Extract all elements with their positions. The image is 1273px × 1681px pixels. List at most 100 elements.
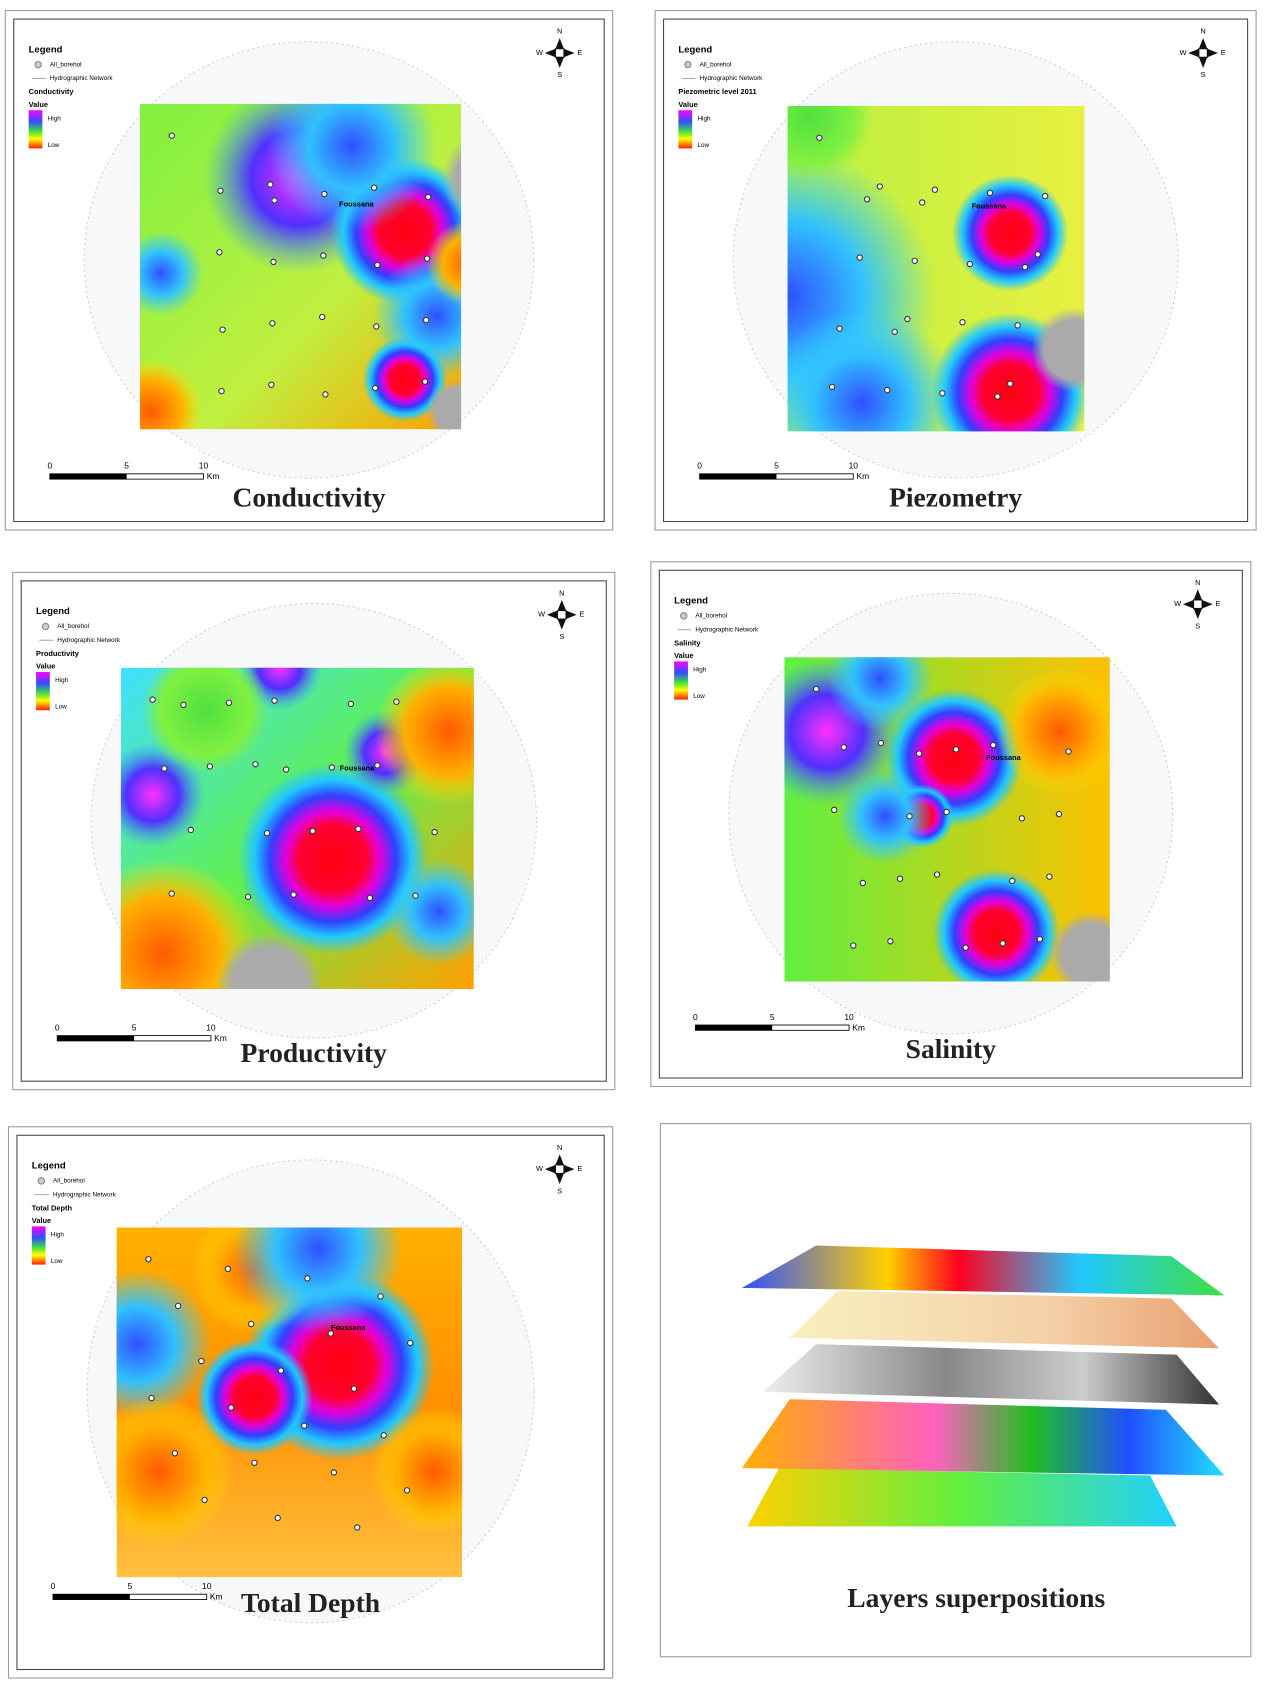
borehole [857, 255, 862, 260]
borehole [432, 829, 437, 834]
borehole [1056, 811, 1061, 816]
borehole [322, 191, 327, 196]
scale-label: 5 [774, 461, 779, 471]
compass-s: S [559, 632, 564, 641]
scale-bar-black [695, 1025, 772, 1030]
legend-ramp [36, 672, 50, 710]
borehole [860, 880, 865, 885]
borehole [253, 762, 258, 767]
compass-n: N [1200, 27, 1205, 36]
borehole [841, 745, 846, 750]
borehole [878, 740, 883, 745]
legend-item: All_borehol [53, 1178, 85, 1185]
legend-title: Legend [678, 44, 712, 55]
borehole [329, 765, 334, 770]
legend-value: Value [29, 100, 48, 109]
legend-item: All_borehol [57, 623, 89, 630]
compass-e: E [577, 1164, 582, 1173]
compass-s: S [557, 1186, 562, 1195]
scale-label: 10 [844, 1012, 854, 1022]
borehole [169, 133, 174, 138]
borehole [271, 259, 276, 264]
borehole [851, 943, 856, 948]
scale-label: 5 [127, 1581, 132, 1591]
borehole [162, 766, 167, 771]
page: LegendAll_boreholHydrographic NetworkCon… [0, 0, 1273, 1681]
borehole [1043, 193, 1048, 198]
scale-label: 0 [51, 1581, 56, 1591]
borehole [1066, 749, 1071, 754]
borehole [1047, 874, 1052, 879]
legend-borehole-symbol [42, 623, 48, 629]
scale-label: 5 [132, 1022, 137, 1032]
borehole [425, 256, 430, 261]
borehole [829, 384, 834, 389]
borehole [320, 314, 325, 319]
borehole [1015, 323, 1020, 328]
borehole [892, 329, 897, 334]
legend-ramp [32, 1226, 46, 1264]
borehole [408, 1340, 413, 1345]
scale-unit: Km [207, 471, 220, 481]
legend-value: Value [36, 662, 55, 671]
compass-w: W [536, 48, 543, 57]
legend-ramp [29, 110, 43, 148]
borehole [877, 184, 882, 189]
borehole [373, 385, 378, 390]
legend-item: Hydrographic Network [695, 626, 759, 633]
borehole [202, 1497, 207, 1502]
borehole [995, 394, 1000, 399]
legend-high: High [693, 667, 707, 674]
scale-label: 5 [124, 461, 129, 471]
borehole [1037, 937, 1042, 942]
borehole [275, 1515, 280, 1520]
borehole [225, 1266, 230, 1271]
borehole [323, 392, 328, 397]
compass-e: E [1221, 48, 1226, 57]
panel-title: Salinity [906, 1033, 997, 1064]
legend-item: All_borehol [695, 613, 727, 620]
legend-high: High [51, 1232, 65, 1239]
borehole [423, 317, 428, 322]
raster-blob [996, 668, 1123, 795]
legend-item: All_borehol [700, 61, 732, 68]
borehole [355, 1525, 360, 1530]
legend-value: Value [32, 1216, 51, 1225]
scale-label: 0 [693, 1012, 698, 1022]
borehole [270, 321, 275, 326]
compass-e: E [577, 48, 582, 57]
legend-title: Legend [36, 606, 70, 617]
scale-label: 5 [770, 1012, 775, 1022]
borehole [150, 697, 155, 702]
borehole [268, 182, 273, 187]
borehole [372, 185, 377, 190]
place-name: Foussana [331, 1323, 366, 1332]
layer-plane [742, 1399, 1224, 1475]
borehole [249, 1321, 254, 1326]
legend-item: Hydrographic Network [700, 75, 764, 82]
borehole [321, 253, 326, 258]
borehole [1035, 252, 1040, 257]
legend-high: High [55, 677, 69, 684]
borehole [944, 809, 949, 814]
legend-low: Low [51, 1258, 63, 1265]
borehole [199, 1358, 204, 1363]
scale-label: 0 [697, 461, 702, 471]
borehole [305, 1276, 310, 1281]
compass-s: S [1195, 621, 1200, 630]
borehole [1019, 816, 1024, 821]
legend-item: Hydrographic Network [53, 1191, 117, 1198]
stack-title: Layers superpositions [847, 1582, 1105, 1613]
borehole [228, 1405, 233, 1410]
legend-item: All_borehol [50, 61, 82, 68]
legend-value: Value [678, 100, 697, 109]
compass-center [555, 1165, 563, 1173]
borehole [245, 894, 250, 899]
borehole [252, 1460, 257, 1465]
borehole [991, 743, 996, 748]
borehole [934, 872, 939, 877]
borehole [422, 379, 427, 384]
compass-e: E [579, 610, 584, 619]
